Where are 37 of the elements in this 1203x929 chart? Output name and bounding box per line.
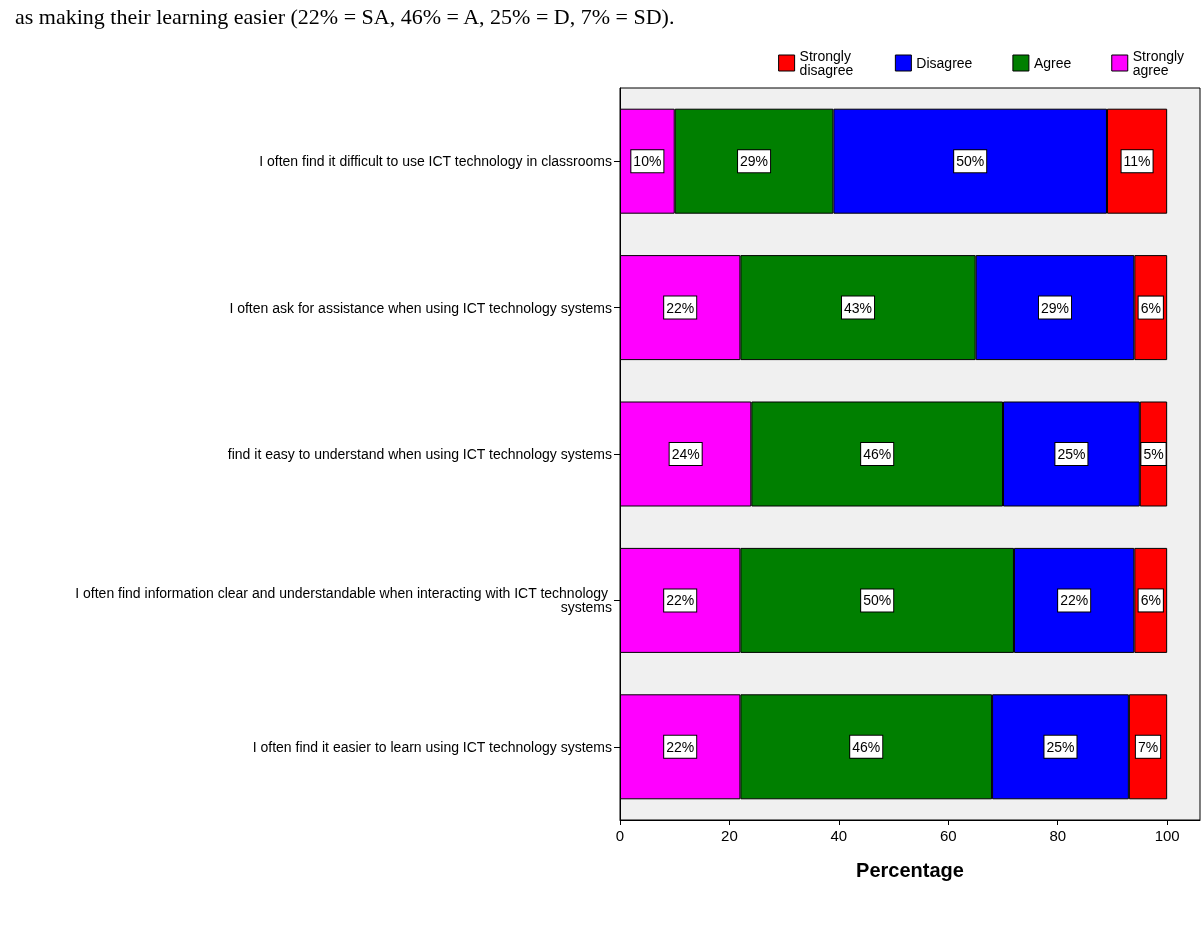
y-tick-label: I often ask for assistance when using ICT technology systems bbox=[229, 299, 612, 316]
x-tick-label: 100 bbox=[1154, 827, 1180, 844]
x-tick-label: 20 bbox=[721, 827, 738, 844]
x-tick-label: 40 bbox=[830, 827, 848, 844]
y-tick-label: I often find it difficult to use ICT technology in classrooms bbox=[259, 153, 612, 170]
y-tick-label: find it easy to understand when using ICT technology systems bbox=[227, 446, 612, 462]
data-label: 22% bbox=[666, 299, 695, 316]
data-label: 24% bbox=[671, 446, 700, 462]
x-tick-label: 0 bbox=[615, 827, 625, 844]
legend-label: Agree bbox=[1033, 55, 1072, 71]
data-label: 10% bbox=[633, 153, 662, 170]
legend-label: Strongly agree bbox=[1132, 48, 1188, 78]
legend-label: Disagree bbox=[916, 55, 973, 71]
data-label: 50% bbox=[956, 153, 985, 170]
data-label: 5% bbox=[1143, 446, 1164, 462]
data-label: 50% bbox=[863, 592, 892, 609]
data-label: 7% bbox=[1137, 738, 1159, 755]
text: as making their learning easier (22% = SA, 46% = A, 25% = D, 7% = SD). bbox=[15, 3, 675, 29]
data-label: 43% bbox=[844, 299, 873, 316]
x-axis-title: Percentage bbox=[856, 859, 964, 881]
y-tick-label: I often find information clear and understandable when interacting with ICT technology systems bbox=[75, 585, 612, 616]
data-label: 25% bbox=[1057, 446, 1086, 462]
data-label: 22% bbox=[1060, 592, 1089, 609]
data-label: 29% bbox=[1040, 299, 1070, 316]
data-label: 29% bbox=[740, 153, 769, 170]
y-tick-label: I often find it easier to learn using ICT technology systems bbox=[252, 738, 612, 755]
data-label: 11% bbox=[1123, 153, 1151, 170]
data-label: 6% bbox=[1140, 299, 1161, 316]
data-label: 46% bbox=[852, 738, 881, 755]
data-label: 6% bbox=[1140, 592, 1161, 609]
data-label: 25% bbox=[1046, 738, 1075, 755]
x-tick-label: 80 bbox=[1049, 827, 1067, 844]
legend-label: Strongly disagree bbox=[799, 48, 855, 78]
data-label: 22% bbox=[666, 738, 695, 755]
x-tick-label: 60 bbox=[939, 827, 957, 844]
data-label: 22% bbox=[666, 592, 695, 609]
data-label: 46% bbox=[863, 446, 892, 462]
